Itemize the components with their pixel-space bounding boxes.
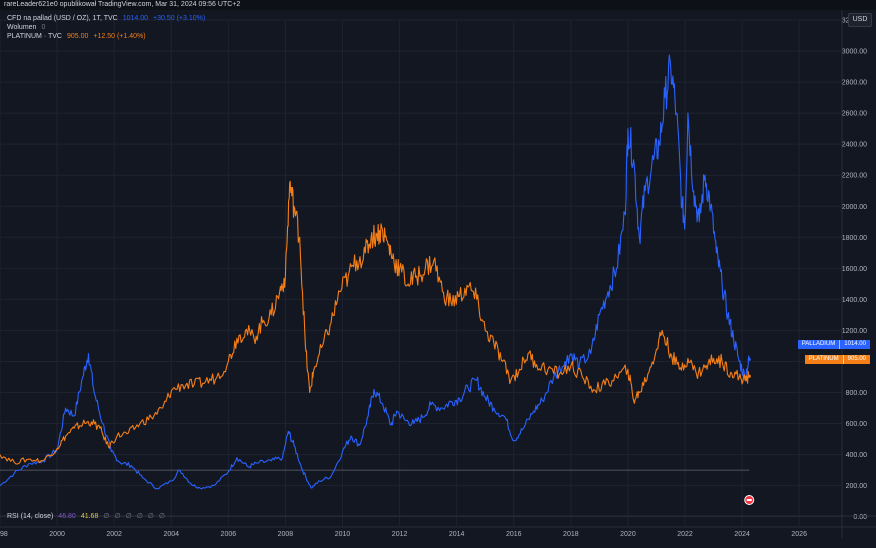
y-tick-label: 2000.00 [842, 204, 867, 211]
legend-main-name: CFD na pallad (USD / OZ), 1T, TVC [7, 15, 118, 22]
x-tick-label: 2018 [563, 531, 579, 538]
platinum-label-value: 905.00 [842, 355, 870, 364]
publisher-text: rareLeader621e0 opublikował TradingView.… [4, 1, 241, 8]
legend-compare-change: +12.50 (+1.40%) [93, 33, 146, 40]
x-tick-label: 2004 [163, 531, 179, 538]
x-tick-label: 2022 [677, 531, 693, 538]
legend-volume-value: 0 [41, 24, 46, 31]
rsi-value-2: 41.68 [80, 513, 99, 520]
publisher-bar: rareLeader621e0 opublikował TradingView.… [0, 0, 876, 10]
palladium-label-value: 1014.00 [839, 340, 870, 349]
y-tick-label: 1400.00 [842, 297, 867, 304]
x-tick-label: 2024 [734, 531, 750, 538]
y-tick-label: 2200.00 [842, 173, 867, 180]
x-tick-label: 2008 [278, 531, 294, 538]
currency-button[interactable]: USD [848, 13, 872, 27]
rsi-value-1: 46.80 [58, 513, 76, 520]
y-tick-label: 0.00 [853, 514, 867, 521]
y-tick-label: 400.00 [846, 452, 868, 459]
last-point-palladium [747, 357, 751, 361]
platinum-price-label: PLATINUM 905.00 [804, 355, 870, 364]
legend-main-value: 1014.00 [122, 15, 149, 22]
grid [0, 19, 842, 526]
legend-compare-name: PLATINUM · TVC [7, 33, 62, 40]
rsi-empty-0: ∅ [103, 513, 110, 520]
legend-main[interactable]: CFD na pallad (USD / OZ), 1T, TVC 1014.00… [7, 14, 210, 23]
series-group [0, 54, 755, 505]
series-line-platinum [0, 180, 750, 465]
legend-compare-value: 905.00 [66, 33, 89, 40]
y-tick-label: 1800.00 [842, 235, 867, 242]
rsi-empty-1: ∅ [114, 513, 121, 520]
x-tick-label: 2014 [449, 531, 465, 538]
palladium-price-label: PALLADIUM 1014.00 [797, 340, 870, 349]
y-tick-label: 200.00 [846, 483, 868, 490]
legend-volume[interactable]: Wolumen 0 [7, 23, 50, 32]
rsi-name: RSI (14, close) [7, 513, 54, 520]
x-tick-label: 2002 [106, 531, 122, 538]
x-tick-label: 2010 [335, 531, 351, 538]
y-tick-label: 2600.00 [842, 111, 867, 118]
y-tick-label: 2400.00 [842, 142, 867, 149]
y-tick-label: 2800.00 [842, 80, 867, 87]
price-chart[interactable]: 0.00200.00400.00600.00800.001000.001200.… [0, 10, 876, 548]
x-tick-label: 2026 [791, 531, 807, 538]
last-point-platinum [747, 374, 751, 378]
y-tick-label: 1200.00 [842, 328, 867, 335]
y-tick-label: 1600.00 [842, 266, 867, 273]
rsi-empty-5: ∅ [158, 513, 166, 520]
legend-volume-name: Wolumen [7, 24, 37, 31]
x-tick-label: 2000 [49, 531, 65, 538]
x-tick-label: 1998 [0, 531, 8, 538]
rsi-empty-4: ∅ [147, 513, 154, 520]
platinum-label-name: PLATINUM [804, 355, 843, 364]
y-tick-label: 800.00 [846, 390, 868, 397]
rsi-empty-2: ∅ [125, 513, 132, 520]
x-tick-label: 2016 [506, 531, 522, 538]
palladium-label-name: PALLADIUM [797, 340, 840, 349]
x-tick-label: 2012 [392, 531, 408, 538]
rsi-empty-3: ∅ [136, 513, 143, 520]
y-tick-label: 3000.00 [842, 49, 867, 56]
y-tick-label: 600.00 [846, 421, 868, 428]
event-marker-glyph [746, 499, 752, 501]
x-tick-label: 2006 [221, 531, 237, 538]
series-line-palladium [0, 54, 750, 490]
x-tick-label: 2020 [620, 531, 636, 538]
rsi-legend[interactable]: RSI (14, close) 46.80 41.68 ∅ ∅ ∅ ∅ ∅ ∅ [7, 512, 170, 521]
legend-compare[interactable]: PLATINUM · TVC 905.00 +12.50 (+1.40%) [7, 32, 151, 41]
legend-main-change: +30.50 (+3.10%) [153, 15, 206, 22]
